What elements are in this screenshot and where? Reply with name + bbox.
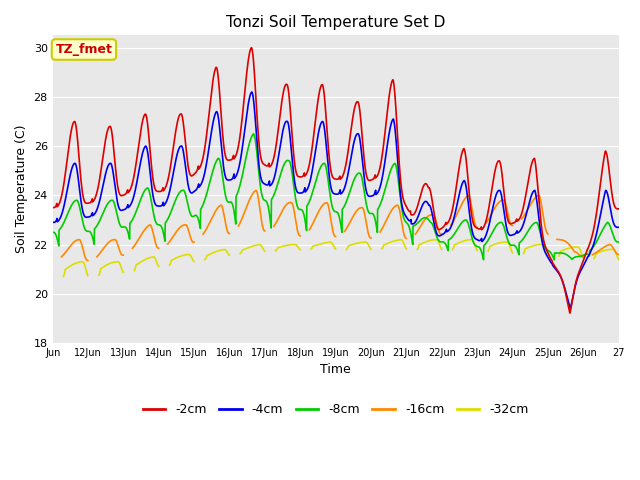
-16cm <box>538 207 546 213</box>
Title: Tonzi Soil Temperature Set D: Tonzi Soil Temperature Set D <box>226 15 445 30</box>
Line: -32cm: -32cm <box>52 240 619 276</box>
-4cm <box>538 240 546 245</box>
-2cm <box>228 157 236 163</box>
-2cm <box>248 45 255 50</box>
-32cm <box>607 247 615 252</box>
X-axis label: Time: Time <box>321 363 351 376</box>
-32cm <box>538 241 546 247</box>
-2cm <box>370 175 378 181</box>
-8cm <box>250 131 257 137</box>
-2cm <box>506 221 514 227</box>
-32cm <box>106 261 113 266</box>
-8cm <box>550 257 558 263</box>
-2cm <box>607 185 615 191</box>
-4cm <box>228 177 236 182</box>
Text: TZ_fmet: TZ_fmet <box>56 43 113 56</box>
-8cm <box>615 239 623 245</box>
-4cm <box>106 161 113 167</box>
-16cm <box>106 239 113 245</box>
-4cm <box>49 219 56 225</box>
Line: -4cm: -4cm <box>52 92 619 308</box>
-4cm <box>615 225 623 230</box>
-8cm <box>506 242 514 248</box>
-4cm <box>566 305 574 311</box>
-8cm <box>106 199 113 204</box>
-16cm <box>506 220 514 226</box>
-8cm <box>607 226 615 232</box>
-2cm <box>566 310 573 316</box>
-4cm <box>248 89 255 95</box>
-8cm <box>538 238 546 243</box>
-2cm <box>538 230 546 236</box>
-8cm <box>370 213 378 218</box>
-2cm <box>49 205 56 211</box>
-4cm <box>607 210 615 216</box>
-2cm <box>106 124 113 130</box>
-16cm <box>615 252 623 257</box>
Line: -8cm: -8cm <box>52 134 619 260</box>
-8cm <box>228 199 236 205</box>
Line: -2cm: -2cm <box>52 48 619 313</box>
-32cm <box>615 256 623 262</box>
-16cm <box>607 242 615 248</box>
-2cm <box>615 206 623 212</box>
-32cm <box>506 245 514 251</box>
Line: -16cm: -16cm <box>52 191 619 261</box>
-4cm <box>506 232 514 238</box>
Y-axis label: Soil Temperature (C): Soil Temperature (C) <box>15 125 28 253</box>
-16cm <box>49 258 56 264</box>
-32cm <box>49 274 56 279</box>
-8cm <box>49 229 56 235</box>
-4cm <box>370 192 378 198</box>
Legend: -2cm, -4cm, -8cm, -16cm, -32cm: -2cm, -4cm, -8cm, -16cm, -32cm <box>138 398 534 421</box>
